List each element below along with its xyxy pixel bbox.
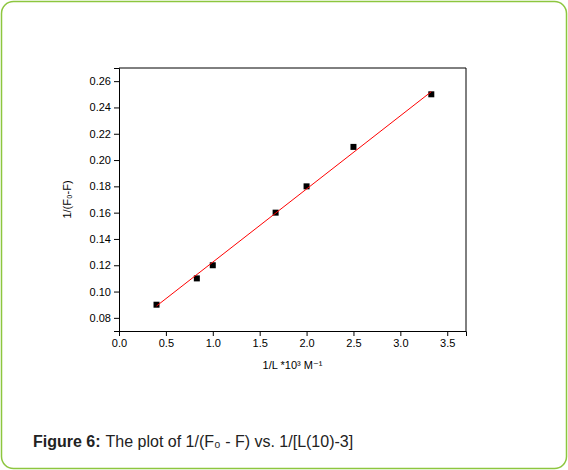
tick-mark xyxy=(353,331,354,336)
fit-line xyxy=(157,92,432,306)
tick-mark xyxy=(307,331,308,336)
tick-label: 2.5 xyxy=(346,337,361,349)
tick-mark xyxy=(114,81,119,82)
tick-label: 3.5 xyxy=(440,337,455,349)
tick: 0.20 xyxy=(90,154,119,166)
tick-label: 0.5 xyxy=(159,337,174,349)
tick-mark xyxy=(114,107,119,108)
tick-label: 0.16 xyxy=(90,207,111,219)
tick: 0.12 xyxy=(90,259,119,271)
tick-label: 0.22 xyxy=(90,128,111,140)
tick: 1.0 xyxy=(206,331,221,349)
frame-border xyxy=(2,2,567,469)
tick-mark xyxy=(114,160,119,161)
frame-top xyxy=(119,68,466,69)
tick-mark xyxy=(114,134,119,135)
tick-label: 0.10 xyxy=(90,286,111,298)
tick-label: 0.20 xyxy=(90,154,111,166)
tick-mark xyxy=(114,213,119,214)
x-axis: 0.0 0.5 1.0 1.5 2.0 2.5 3.0 3.5 xyxy=(112,331,467,349)
tick-mark xyxy=(114,239,119,240)
chart: 0.0 0.5 1.0 1.5 2.0 2.5 3.0 3.5 0.08 0.10 0.12 0.14… xyxy=(0,0,568,470)
caption-text: The plot of 1/(F₀ - F) vs. 1/[L(10)-3] xyxy=(106,433,354,450)
x-axis-title: 1/L *10³ M⁻¹ xyxy=(263,359,323,371)
tick: 0.18 xyxy=(90,180,119,192)
tick-label: 0.14 xyxy=(90,233,111,245)
tick-mark xyxy=(114,292,119,293)
tick: 0.16 xyxy=(90,207,119,219)
caption-label: Figure 6: xyxy=(33,433,101,450)
tick-mark xyxy=(447,331,448,336)
tick-mark xyxy=(166,331,167,336)
tick: 3.0 xyxy=(393,331,408,349)
tick: 0.10 xyxy=(90,286,119,298)
tick: 2.0 xyxy=(299,331,314,349)
tick-mark xyxy=(213,331,214,336)
tick-label: 1.5 xyxy=(253,337,268,349)
tick: 3.5 xyxy=(440,331,455,349)
tick: 0.5 xyxy=(159,331,174,349)
y-axis-title: 1/(F₀-F) xyxy=(61,180,73,218)
tick: 2.5 xyxy=(346,331,361,349)
tick-label: 1.0 xyxy=(206,337,221,349)
tick-label: 0.12 xyxy=(90,259,111,271)
tick-mark xyxy=(114,318,119,319)
axis-line xyxy=(114,69,120,332)
axis-line xyxy=(120,332,467,337)
tick-label: 0.26 xyxy=(90,75,111,87)
caption: Figure 6: The plot of 1/(F₀ - F) vs. 1/[L… xyxy=(33,433,353,450)
y-axis: 0.08 0.10 0.12 0.14 0.16 0.18 0.20 0.22 0.24 0.26 xyxy=(90,69,120,332)
tick-label: 0.18 xyxy=(90,180,111,192)
plot-area xyxy=(154,91,435,307)
tick: 0.14 xyxy=(90,233,119,245)
tick-mark xyxy=(400,331,401,336)
frame-right xyxy=(466,68,467,331)
tick: 0.0 xyxy=(112,331,127,349)
point xyxy=(350,144,356,150)
tick-mark xyxy=(114,265,119,266)
tick-label: 3.0 xyxy=(393,337,408,349)
tick-label: 0.08 xyxy=(90,312,111,324)
tick-label: 0.24 xyxy=(90,101,111,113)
tick: 0.26 xyxy=(90,75,119,87)
tick: 1.5 xyxy=(253,331,268,349)
tick-label: 2.0 xyxy=(299,337,314,349)
tick: 0.08 xyxy=(90,312,119,324)
tick: 0.24 xyxy=(90,101,119,113)
tick-mark xyxy=(114,186,119,187)
tick-mark xyxy=(260,331,261,336)
tick-label: 0.0 xyxy=(112,337,127,349)
tick: 0.22 xyxy=(90,128,119,140)
